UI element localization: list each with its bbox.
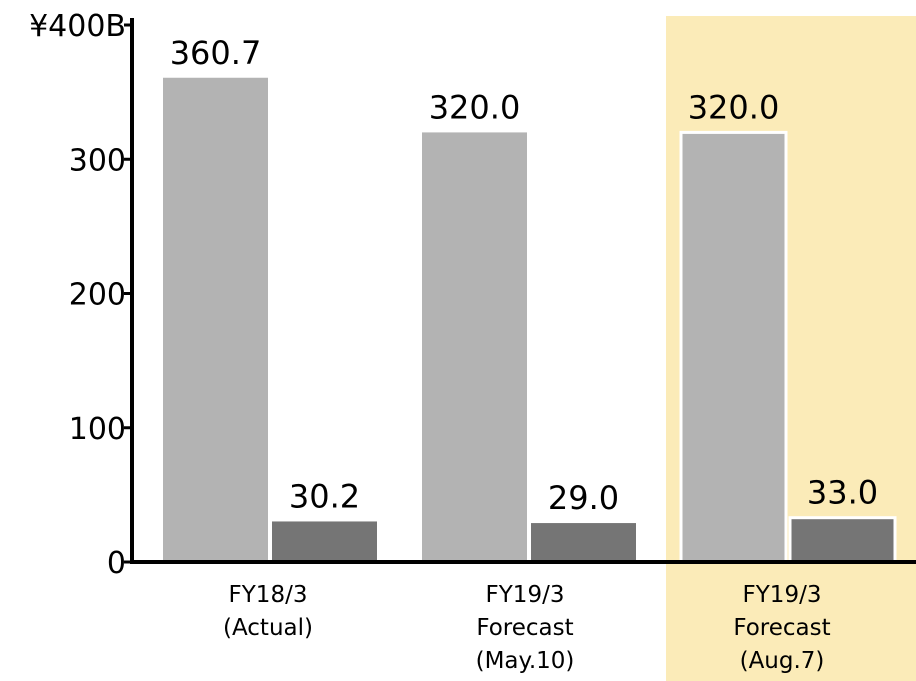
x-tick-label: FY19/3 Forecast (May.10) [476,582,575,674]
data-label: 320.0 [688,88,780,126]
data-label: 29.0 [548,479,619,517]
y-tick-label: 300 [69,143,126,178]
y-tick-label: ¥400B [29,9,126,44]
bar [531,523,636,562]
x-tick-label: FY18/3 (Actual) [223,582,313,641]
y-tick-label: 0 [107,546,126,581]
bar [679,130,788,564]
y-tick-label: 100 [69,412,126,447]
bar [272,521,377,562]
data-label: 360.7 [170,34,262,72]
data-label: 320.0 [429,88,521,126]
bar [163,77,268,562]
y-tick-label: 200 [69,278,126,313]
x-tick-label: FY19/3 Forecast (Aug.7) [733,582,830,674]
bar [422,132,527,562]
data-label: 33.0 [807,474,878,512]
bar [788,516,897,564]
data-label: 30.2 [289,477,360,515]
